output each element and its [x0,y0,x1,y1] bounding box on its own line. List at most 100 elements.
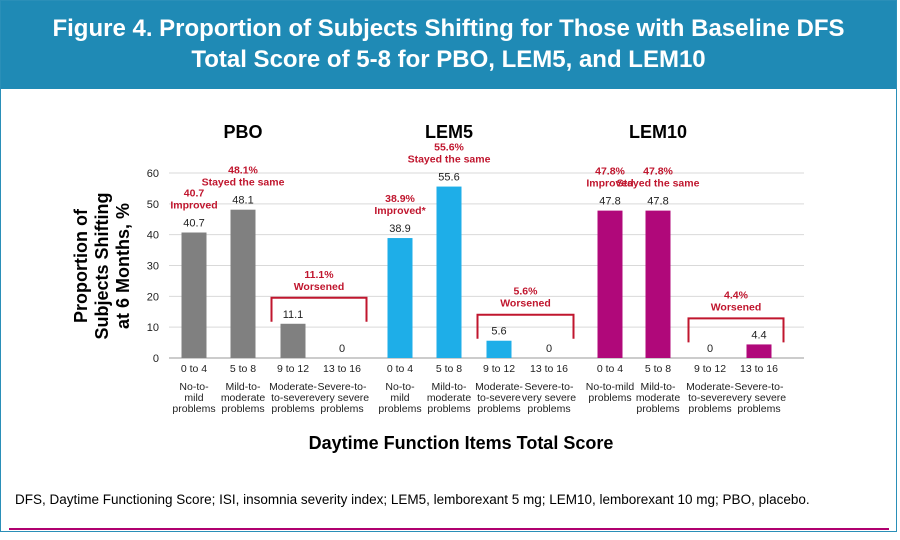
category-description: No-to- [385,381,415,393]
y-axis-label: Subjects Shifting [92,192,112,339]
y-axis-label: Proportion of [71,208,91,323]
y-tick-label: 60 [147,168,159,180]
worsened-annotation: 11.1% [304,269,334,281]
category-description: problems [320,403,363,415]
category-description: moderate [221,392,266,404]
bar-value-label: 5.6 [491,326,506,338]
bar [597,210,623,358]
bar-value-label: 0 [339,343,345,355]
category-description: problems [636,403,679,415]
bar-value-label: 40.7 [183,218,204,230]
category-description: No-to- [179,381,209,393]
footnote: DFS, Daytime Functioning Score; ISI, ins… [15,492,810,507]
category-description: problems [172,403,215,415]
category-description: problems [378,403,421,415]
group-title-lem10: LEM10 [629,122,687,142]
shift-annotation: Stayed the same [202,177,285,189]
x-tick-label: 13 to 16 [740,363,778,375]
category-description: moderate [427,392,472,404]
x-tick-label: 9 to 12 [483,363,515,375]
worsened-annotation: 4.4% [724,289,749,301]
x-tick-label: 0 to 4 [181,363,207,375]
worsened-annotation: Worsened [711,301,762,313]
y-tick-label: 30 [147,261,159,273]
worsened-annotation: Worsened [500,298,551,310]
bar [746,344,772,358]
bar [645,210,671,358]
x-tick-label: 0 to 4 [597,363,623,375]
category-description: No-to-mild [586,381,635,393]
shift-annotation: Improved [586,178,633,190]
category-description: Mild-to- [225,381,261,393]
category-description: problems [271,403,314,415]
bar [387,238,413,358]
category-description: Mild-to- [431,381,467,393]
category-description: problems [427,403,470,415]
figure-header: Figure 4. Proportion of Subjects Shiftin… [1,1,896,89]
bar [280,323,306,358]
shift-annotation: Stayed the same [408,154,491,166]
x-tick-label: 13 to 16 [323,363,361,375]
category-description: Severe-to- [734,381,784,393]
x-axis-title: Daytime Function Items Total Score [309,433,614,453]
category-description: Severe-to- [317,381,367,393]
y-tick-label: 50 [147,199,159,211]
bar-value-label: 11.1 [283,309,304,321]
worsened-annotation: Worsened [294,281,345,293]
x-tick-label: 5 to 8 [645,363,671,375]
group-title-lem5: LEM5 [425,122,473,142]
x-tick-label: 13 to 16 [530,363,568,375]
shift-annotation: 55.6% [434,142,464,154]
figure-title-line-1: Figure 4. Proportion of Subjects Shiftin… [52,15,845,42]
x-tick-label: 9 to 12 [694,363,726,375]
category-description: Moderate- [475,381,523,393]
category-description: to-severe [688,392,732,404]
bar [486,340,512,358]
x-tick-label: 5 to 8 [230,363,256,375]
category-description: problems [688,403,731,415]
category-description: mild [184,392,203,404]
bar-value-label: 48.1 [232,195,253,207]
category-description: very severe [732,392,786,404]
bar [436,186,462,358]
worsened-bracket [476,313,575,339]
bar-value-label: 47.8 [647,196,668,208]
bar-value-label: 0 [546,343,552,355]
bar-value-label: 0 [707,343,713,355]
shift-annotation: 38.9% [385,193,415,205]
worsened-annotation: 5.6% [514,286,539,298]
bar-value-label: 38.9 [389,223,410,235]
bar-value-label: 47.8 [599,196,620,208]
x-tick-label: 9 to 12 [277,363,309,375]
shift-annotation: 40.7 [184,188,205,200]
category-description: Moderate- [269,381,317,393]
category-description: very severe [315,392,369,404]
category-description: problems [527,403,570,415]
category-description: problems [737,403,780,415]
category-description: Mild-to- [640,381,676,393]
shift-annotation: Improved [170,200,217,212]
category-description: problems [221,403,264,415]
category-description: very severe [522,392,576,404]
category-description: to-severe [477,392,521,404]
category-description: problems [588,392,631,404]
category-description: problems [477,403,520,415]
shift-annotation: 48.1% [228,165,258,177]
category-description: moderate [636,392,681,404]
bottom-rule [9,528,889,530]
y-axis-label: at 6 Months, % [113,203,133,329]
category-description: Moderate- [686,381,734,393]
y-tick-label: 20 [147,291,159,303]
category-description: mild [390,392,409,404]
x-tick-label: 0 to 4 [387,363,413,375]
shift-annotation: Stayed the same [617,178,700,190]
bar-value-label: 55.6 [438,172,459,184]
x-tick-label: 5 to 8 [436,363,462,375]
category-description: to-severe [271,392,315,404]
y-tick-label: 10 [147,322,159,334]
bar-value-label: 4.4 [751,329,766,341]
y-tick-label: 0 [153,353,159,365]
group-title-pbo: PBO [223,122,262,142]
figure-title-line-2: Total Score of 5-8 for PBO, LEM5, and LE… [191,46,706,73]
